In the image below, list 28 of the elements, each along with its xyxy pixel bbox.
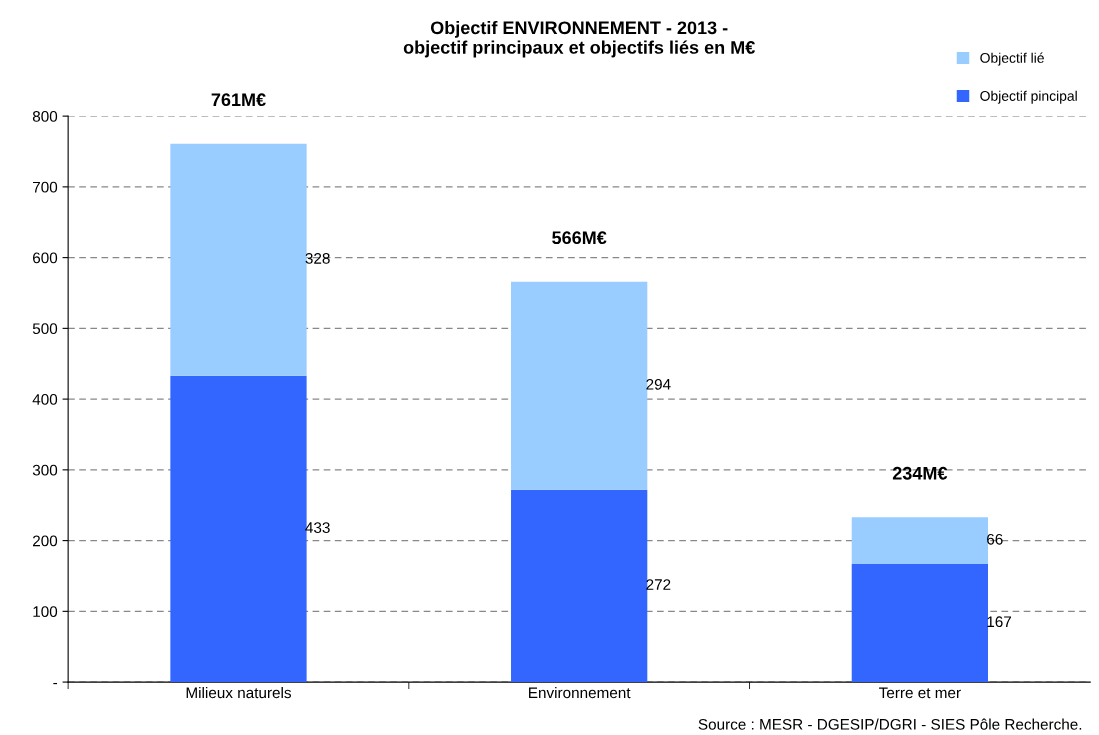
y-tick-label: 500: [32, 323, 58, 335]
y-tick-label: 200: [33, 535, 58, 547]
y-tick-label: 800: [32, 111, 58, 122]
x-tick-label: Environnement: [529, 686, 631, 699]
bar: [170, 143, 307, 376]
source-note: Source : MESR - DGESIP/DGRI - SIES Pôle Recherche.: [698, 718, 1082, 730]
bar: [170, 375, 307, 683]
bar: [511, 281, 648, 490]
y-tick-label: 100: [33, 606, 58, 618]
y-tick-label: 600: [33, 252, 58, 264]
legend-label: Objectif lié: [980, 52, 1044, 66]
x-tick-label: Terre et mer: [879, 687, 961, 699]
x-tick-label: Milieux naturels: [186, 686, 291, 699]
bar: [851, 517, 988, 564]
total-label: 234M€: [892, 466, 948, 480]
y-tick-label: -: [53, 682, 58, 685]
y-tick-label: 300: [32, 464, 58, 476]
total-label: 566M€: [552, 231, 607, 245]
bar: [511, 489, 648, 683]
legend-label: Objectif pincipal: [980, 90, 1077, 104]
y-tick-label: 700: [33, 181, 58, 193]
data-label: 66: [987, 533, 1003, 545]
total-label: 761M€: [211, 93, 266, 107]
data-label: 294: [646, 378, 671, 390]
bar: [851, 563, 988, 683]
y-tick-label: 400: [32, 393, 58, 405]
chart-title: Objectif ENVIRONNEMENT - 2013 - objectif principaux et objectifs liés en M€: [403, 20, 755, 58]
data-label: 328: [305, 253, 330, 264]
